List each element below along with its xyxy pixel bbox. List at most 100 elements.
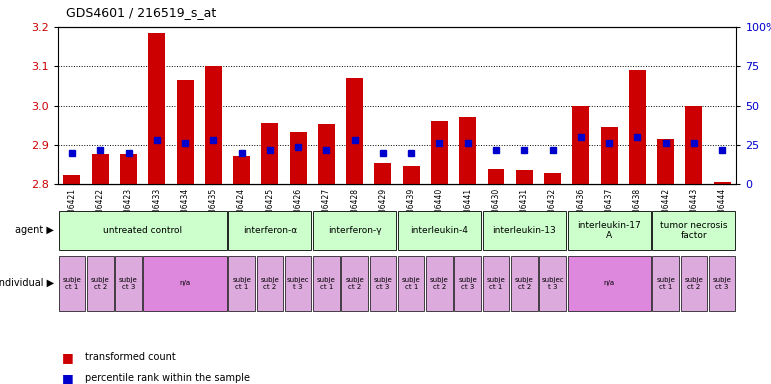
FancyBboxPatch shape — [483, 211, 566, 250]
Text: ■: ■ — [62, 351, 73, 364]
Text: GSM886428: GSM886428 — [350, 188, 359, 234]
Text: subje
ct 1: subje ct 1 — [317, 277, 335, 290]
Text: interleukin-17
A: interleukin-17 A — [577, 221, 641, 240]
Text: interferon-α: interferon-α — [243, 226, 297, 235]
Text: subje
ct 3: subje ct 3 — [374, 277, 392, 290]
Text: GSM886440: GSM886440 — [435, 188, 444, 234]
Bar — [290, 132, 307, 184]
Bar — [629, 70, 646, 184]
Text: GSM886432: GSM886432 — [548, 188, 557, 234]
Bar — [205, 66, 222, 184]
FancyBboxPatch shape — [567, 211, 651, 250]
Bar — [318, 124, 335, 184]
Text: tumor necrosis
factor: tumor necrosis factor — [660, 221, 728, 240]
Text: subje
ct 2: subje ct 2 — [91, 277, 109, 290]
FancyBboxPatch shape — [539, 256, 566, 311]
Text: GSM886433: GSM886433 — [152, 188, 161, 234]
Text: GSM886442: GSM886442 — [661, 188, 670, 234]
FancyBboxPatch shape — [398, 211, 481, 250]
Text: GSM886427: GSM886427 — [322, 188, 331, 234]
Text: agent ▶: agent ▶ — [15, 225, 54, 235]
FancyBboxPatch shape — [369, 256, 396, 311]
Text: subjec
t 3: subjec t 3 — [541, 277, 564, 290]
Text: n/a: n/a — [604, 280, 614, 286]
Text: subjec
t 3: subjec t 3 — [287, 277, 309, 290]
Bar — [92, 154, 109, 184]
Text: GSM886435: GSM886435 — [209, 188, 218, 234]
Bar — [685, 106, 702, 184]
Bar — [431, 121, 448, 184]
FancyBboxPatch shape — [284, 256, 311, 311]
Bar — [487, 169, 504, 184]
Bar — [261, 123, 278, 184]
Bar — [120, 154, 137, 184]
Bar — [714, 182, 731, 184]
Text: transformed count: transformed count — [85, 352, 176, 362]
FancyBboxPatch shape — [398, 256, 425, 311]
Text: GSM886426: GSM886426 — [294, 188, 303, 234]
FancyBboxPatch shape — [511, 256, 537, 311]
Text: GSM886439: GSM886439 — [406, 188, 416, 234]
Text: GSM886443: GSM886443 — [689, 188, 699, 234]
Text: subje
ct 1: subje ct 1 — [656, 277, 675, 290]
Text: subje
ct 3: subje ct 3 — [713, 277, 732, 290]
Text: ■: ■ — [62, 372, 73, 384]
FancyBboxPatch shape — [143, 256, 227, 311]
Text: GSM886429: GSM886429 — [379, 188, 388, 234]
Bar — [601, 127, 618, 184]
Text: subje
ct 2: subje ct 2 — [430, 277, 449, 290]
Bar — [346, 78, 363, 184]
Bar — [544, 172, 561, 184]
FancyBboxPatch shape — [115, 256, 142, 311]
Text: percentile rank within the sample: percentile rank within the sample — [85, 373, 250, 383]
Text: subje
ct 1: subje ct 1 — [232, 277, 251, 290]
Bar — [233, 156, 250, 184]
Bar — [402, 166, 419, 184]
Text: subje
ct 1: subje ct 1 — [62, 277, 81, 290]
Text: interleukin-4: interleukin-4 — [410, 226, 469, 235]
FancyBboxPatch shape — [483, 256, 510, 311]
Bar — [63, 175, 80, 184]
Bar — [516, 170, 533, 184]
Text: GSM886425: GSM886425 — [265, 188, 274, 234]
Text: GSM886423: GSM886423 — [124, 188, 133, 234]
Bar — [177, 80, 194, 184]
Text: GSM886422: GSM886422 — [96, 188, 105, 234]
Text: GSM886431: GSM886431 — [520, 188, 529, 234]
Text: individual ▶: individual ▶ — [0, 278, 54, 288]
Text: GSM886430: GSM886430 — [491, 188, 500, 234]
Text: subje
ct 1: subje ct 1 — [487, 277, 505, 290]
Text: subje
ct 1: subje ct 1 — [402, 277, 420, 290]
Bar — [460, 118, 476, 184]
Text: GSM886438: GSM886438 — [633, 188, 642, 234]
Text: interleukin-13: interleukin-13 — [493, 226, 556, 235]
FancyBboxPatch shape — [313, 256, 340, 311]
FancyBboxPatch shape — [426, 256, 453, 311]
FancyBboxPatch shape — [652, 211, 736, 250]
FancyBboxPatch shape — [454, 256, 481, 311]
FancyBboxPatch shape — [87, 256, 113, 311]
FancyBboxPatch shape — [342, 256, 368, 311]
Bar — [375, 163, 392, 184]
Text: GSM886424: GSM886424 — [237, 188, 246, 234]
FancyBboxPatch shape — [228, 211, 311, 250]
Text: GSM886441: GSM886441 — [463, 188, 473, 234]
FancyBboxPatch shape — [681, 256, 707, 311]
FancyBboxPatch shape — [313, 211, 396, 250]
Text: subje
ct 2: subje ct 2 — [685, 277, 703, 290]
Text: subje
ct 2: subje ct 2 — [515, 277, 534, 290]
Bar — [148, 33, 165, 184]
FancyBboxPatch shape — [228, 256, 255, 311]
FancyBboxPatch shape — [709, 256, 736, 311]
FancyBboxPatch shape — [59, 256, 86, 311]
FancyBboxPatch shape — [59, 211, 227, 250]
Text: subje
ct 2: subje ct 2 — [345, 277, 364, 290]
Text: GSM886421: GSM886421 — [67, 188, 76, 234]
Text: subje
ct 3: subje ct 3 — [120, 277, 138, 290]
Text: untreated control: untreated control — [103, 226, 182, 235]
Text: subje
ct 2: subje ct 2 — [261, 277, 279, 290]
Text: GSM886444: GSM886444 — [718, 188, 727, 234]
FancyBboxPatch shape — [257, 256, 283, 311]
FancyBboxPatch shape — [567, 256, 651, 311]
Bar — [572, 106, 589, 184]
